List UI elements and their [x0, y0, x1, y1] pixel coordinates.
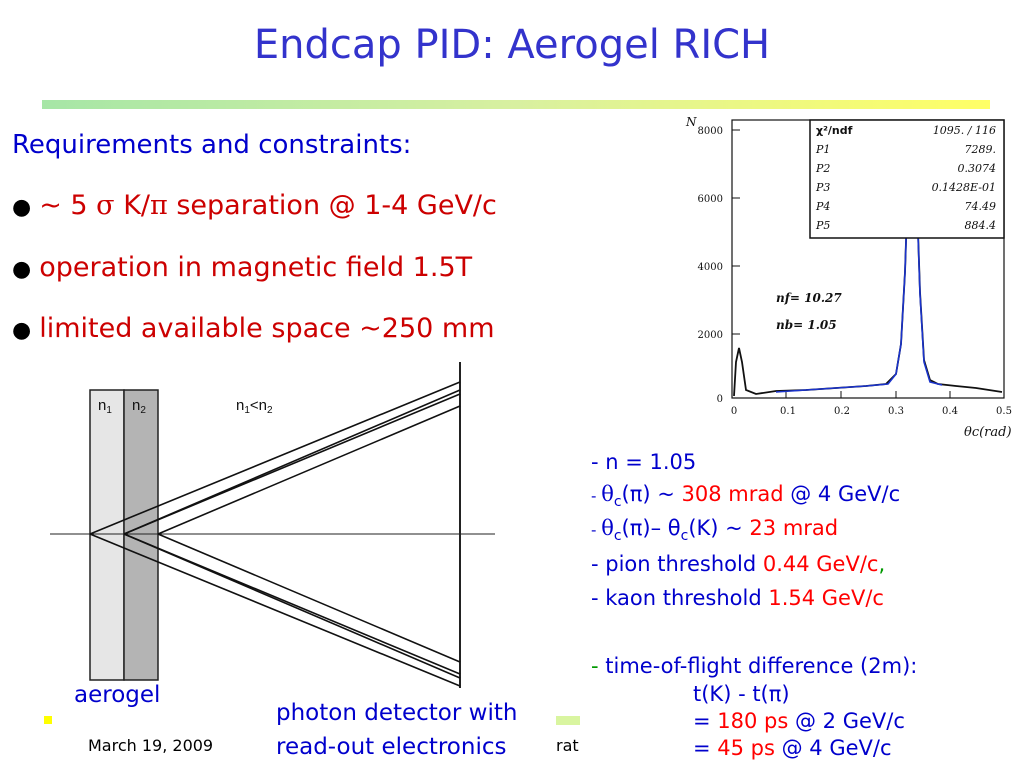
param-theta-difference: - θc(π)– θc(K) ~ 23 mrad [591, 516, 839, 545]
x-tick-labels: 0 0.1 0.2 0.3 0.4 0.5 [731, 406, 1012, 417]
footer-square-left [44, 716, 52, 724]
annotation-nf: nf= 10.27 [776, 291, 842, 305]
x-tick-0-5: 0.5 [996, 406, 1012, 417]
y-tick-2000: 2000 [698, 330, 723, 341]
x-axis-label: θc(rad) [964, 425, 1012, 440]
footer-date: March 19, 2009 [88, 736, 214, 755]
theta-c-histogram: N 8000 6000 4000 2000 0 0 0.1 0.2 0.3 0.… [685, 115, 1012, 440]
caption-detector-line1: photon detector with [276, 700, 518, 726]
stat-name-chi2: χ²/ndf [816, 124, 853, 137]
x-tick-0-3: 0.3 [888, 406, 904, 417]
annotation-nb: nb= 1.05 [776, 318, 837, 332]
x-ticks [785, 391, 951, 398]
stat-name-p1: P1 [815, 143, 830, 156]
y-axis-label: N [685, 115, 697, 129]
stat-value-p3: 0.1428E-01 [932, 181, 996, 194]
y-tick-4000: 4000 [698, 262, 723, 273]
param-pion-threshold: - pion threshold 0.44 GeV/c, [591, 552, 886, 576]
param-tof-heading: - time-of-flight difference (2m): [591, 654, 918, 678]
param-tof-2gev: = 180 ps @ 2 GeV/c [693, 709, 905, 733]
param-tof-4gev: = 45 ps @ 4 GeV/c [693, 736, 892, 760]
bullet-icon: ● [12, 318, 32, 343]
requirement-item-field: ● operation in magnetic field 1.5T [12, 252, 473, 283]
caption-detector-line2: read-out electronics [276, 734, 507, 760]
stat-value-p2: 0.3074 [958, 162, 997, 175]
stat-value-p1: 7289. [965, 143, 997, 156]
y-tick-8000: 8000 [698, 126, 723, 137]
aerogel-layer-n1 [89, 389, 125, 681]
y-tick-0: 0 [717, 394, 723, 405]
param-kaon-threshold: - kaon threshold 1.54 GeV/c [591, 586, 884, 610]
bullet-icon: ● [12, 257, 32, 282]
requirement-item-separation: ● ~ 5 σ K/π separation @ 1-4 GeV/c [12, 190, 497, 221]
stat-name-p4: P4 [815, 200, 830, 213]
x-tick-0-2: 0.2 [834, 406, 850, 417]
caption-aerogel: aerogel [74, 682, 161, 708]
x-tick-0: 0 [731, 406, 737, 417]
bullet-icon: ● [12, 195, 32, 220]
aerogel-layer-n2 [123, 389, 159, 681]
title-underline-bar [42, 100, 990, 109]
aerogel-rich-diagram: n1 n2 n1<n2 [50, 362, 495, 688]
fit-stats-text: χ²/ndf 1095. / 116 P1 7289. P2 0.3074 P3… [815, 124, 996, 232]
y-tick-labels: 8000 6000 4000 2000 0 [698, 126, 723, 405]
y-tick-6000: 6000 [698, 194, 723, 205]
slide-title: Endcap PID: Aerogel RICH [253, 22, 771, 68]
stat-value-p5: 884.4 [965, 219, 997, 232]
stat-name-p2: P2 [815, 162, 830, 175]
x-tick-0-1: 0.1 [780, 406, 796, 417]
footer-fragment: rat [556, 736, 579, 755]
stat-name-p5: P5 [815, 219, 830, 232]
stat-value-chi2: 1095. / 116 [933, 124, 996, 137]
fit-stats-box [809, 119, 1005, 239]
x-tick-0-4: 0.4 [942, 406, 958, 417]
stat-value-p4: 74.49 [965, 200, 997, 213]
param-theta-pion: - θc(π) ~ 308 mrad @ 4 GeV/c [591, 482, 901, 511]
requirements-heading: Requirements and constraints: [12, 130, 412, 160]
param-tof-expression: t(K) - t(π) [693, 682, 790, 706]
stat-name-p3: P3 [815, 181, 830, 194]
cherenkov-rays [89, 381, 461, 687]
requirement-item-space: ● limited available space ~250 mm [12, 313, 495, 344]
y-ticks [732, 129, 740, 335]
param-refractive-index: - n = 1.05 [591, 450, 697, 474]
label-n1-less-n2: n1<n2 [236, 397, 273, 416]
footer-bar-right [556, 716, 580, 725]
